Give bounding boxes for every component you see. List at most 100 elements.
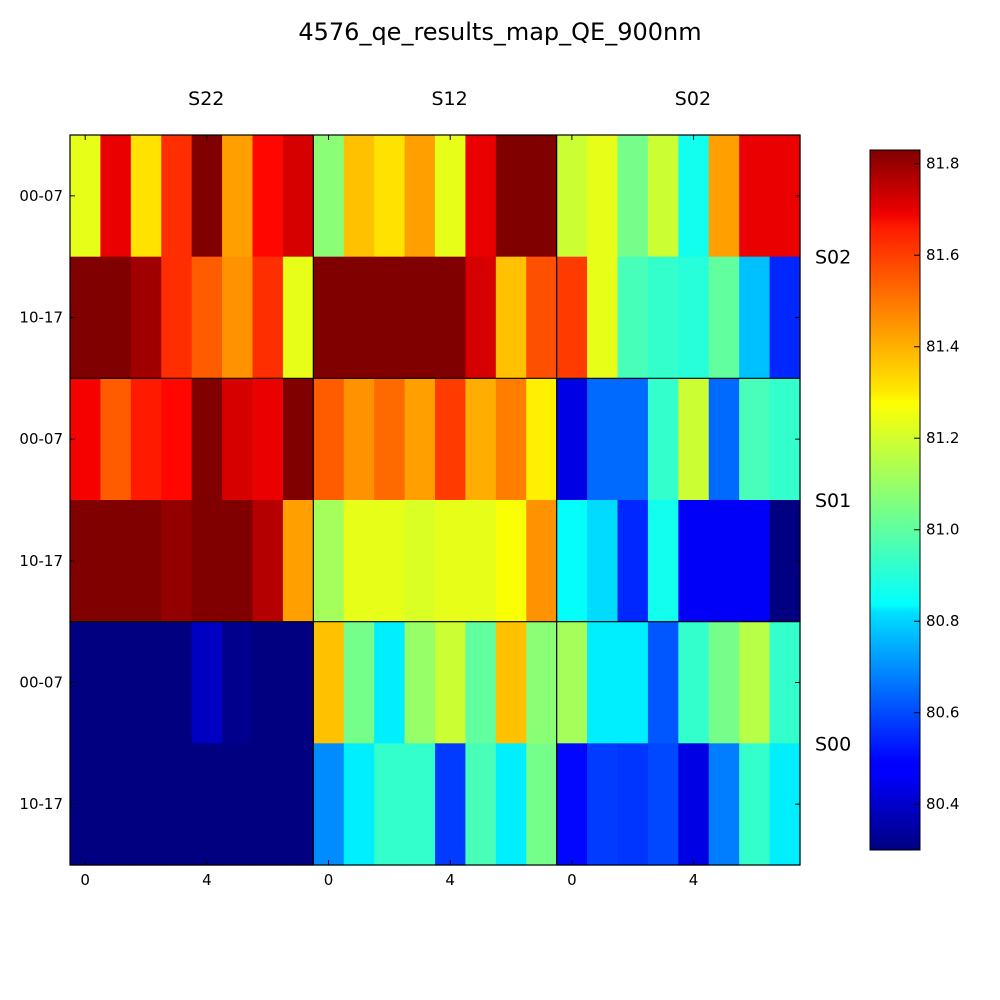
heatmap-cell xyxy=(191,743,223,866)
heatmap-cell xyxy=(404,743,436,866)
heatmap-cell xyxy=(556,621,588,744)
heatmap-cell xyxy=(495,378,527,501)
heatmap-cell xyxy=(343,256,375,379)
heatmap-cell xyxy=(130,743,162,866)
colorbar-tick-label: 80.8 xyxy=(926,612,959,630)
heatmap-cell xyxy=(526,621,558,744)
plot-frame xyxy=(69,134,801,866)
block-dividers xyxy=(69,134,801,866)
chart-title: 4576_qe_results_map_QE_900nm xyxy=(298,18,701,46)
heatmap-cell xyxy=(222,256,254,379)
heatmap-cell xyxy=(343,500,375,623)
x-tick-label: 4 xyxy=(689,871,699,889)
heatmap-cell xyxy=(647,500,679,623)
heatmap-cell xyxy=(313,256,345,379)
heatmap-cell xyxy=(739,135,771,258)
heatmap-cell xyxy=(374,256,406,379)
heatmap-cell xyxy=(647,743,679,866)
heatmap-cell xyxy=(222,500,254,623)
heatmap-cell xyxy=(252,135,284,258)
colorbar-tick-label: 81.0 xyxy=(926,521,959,539)
row-block-label: S01 xyxy=(815,490,851,512)
row-tick-label: 00-07 xyxy=(19,187,63,205)
heatmap-cell xyxy=(647,378,679,501)
heatmap-cell xyxy=(100,621,132,744)
heatmap-cell xyxy=(161,743,193,866)
heatmap-cell xyxy=(708,500,740,623)
heatmap-cell xyxy=(374,500,406,623)
heatmap-cell xyxy=(587,256,619,379)
heatmap-cell xyxy=(678,743,710,866)
heatmap-cell xyxy=(404,135,436,258)
heatmap-cell xyxy=(191,500,223,623)
heatmap-cell xyxy=(556,743,588,866)
heatmap-cell xyxy=(282,743,314,866)
row-block-label: S00 xyxy=(815,733,851,755)
heatmap-cell xyxy=(739,500,771,623)
heatmap-cell xyxy=(374,135,406,258)
row-block-labels: S02 S01 S00 xyxy=(815,247,851,756)
heatmap-cell xyxy=(343,135,375,258)
heatmap-cell xyxy=(465,743,497,866)
heatmap-cell xyxy=(435,378,467,501)
heatmap-cell xyxy=(617,256,649,379)
heatmap-cell xyxy=(495,743,527,866)
heatmap-cell xyxy=(343,743,375,866)
heatmap-cell xyxy=(404,621,436,744)
x-tick-label: 0 xyxy=(80,871,90,889)
heatmap-cell xyxy=(282,378,314,501)
heatmap-cell xyxy=(708,378,740,501)
heatmap-cell xyxy=(70,500,102,623)
heatmap-cell xyxy=(222,378,254,501)
colorbar-tick-label: 81.8 xyxy=(926,155,959,173)
heatmap-cell xyxy=(495,500,527,623)
heatmap-cell xyxy=(739,256,771,379)
heatmap-cell xyxy=(100,378,132,501)
heatmap-cell xyxy=(465,378,497,501)
heatmap-cell xyxy=(191,378,223,501)
heatmap-cell xyxy=(313,743,345,866)
heatmap-cell xyxy=(130,621,162,744)
row-block-label: S02 xyxy=(815,247,851,269)
heatmap-cell xyxy=(617,743,649,866)
heatmap-cell xyxy=(678,500,710,623)
heatmap-cell xyxy=(130,135,162,258)
heatmap-cell xyxy=(587,743,619,866)
colorbar-tick-label: 81.2 xyxy=(926,429,959,447)
heatmap-cell xyxy=(282,500,314,623)
heatmap-cell xyxy=(526,500,558,623)
heatmap-cell xyxy=(191,621,223,744)
heatmap-cell xyxy=(556,378,588,501)
x-tick-label: 0 xyxy=(567,871,577,889)
row-tick-label: 00-07 xyxy=(19,430,63,448)
heatmap-cell xyxy=(587,135,619,258)
heatmap-cell xyxy=(343,378,375,501)
heatmap-cell xyxy=(100,743,132,866)
heatmap-cell xyxy=(556,135,588,258)
colorbar-tick-label: 81.4 xyxy=(926,338,959,356)
heatmap-cell xyxy=(587,500,619,623)
heatmap-cell xyxy=(374,743,406,866)
column-block-label: S22 xyxy=(188,88,224,110)
heatmap-cell xyxy=(252,378,284,501)
heatmap-cell xyxy=(708,743,740,866)
heatmap-cell xyxy=(161,621,193,744)
heatmap-cell xyxy=(130,256,162,379)
heatmap-cell xyxy=(130,500,162,623)
colorbar-tick-label: 80.4 xyxy=(926,795,959,813)
heatmap-cell xyxy=(222,135,254,258)
heatmap-cell xyxy=(130,378,162,501)
heatmap-cell xyxy=(647,621,679,744)
row-tick-label: 10-17 xyxy=(19,552,63,570)
heatmap-cell xyxy=(161,135,193,258)
heatmap-cell xyxy=(374,378,406,501)
heatmap-cell xyxy=(70,256,102,379)
heatmap-cells xyxy=(70,135,801,866)
x-tick-label: 0 xyxy=(324,871,334,889)
heatmap-cell xyxy=(739,621,771,744)
heatmap-cell xyxy=(678,256,710,379)
heatmap-cell xyxy=(161,256,193,379)
heatmap-cell xyxy=(526,743,558,866)
x-tick-labels: 0 4 0 4 0 4 xyxy=(80,135,698,889)
heatmap-cell xyxy=(191,135,223,258)
